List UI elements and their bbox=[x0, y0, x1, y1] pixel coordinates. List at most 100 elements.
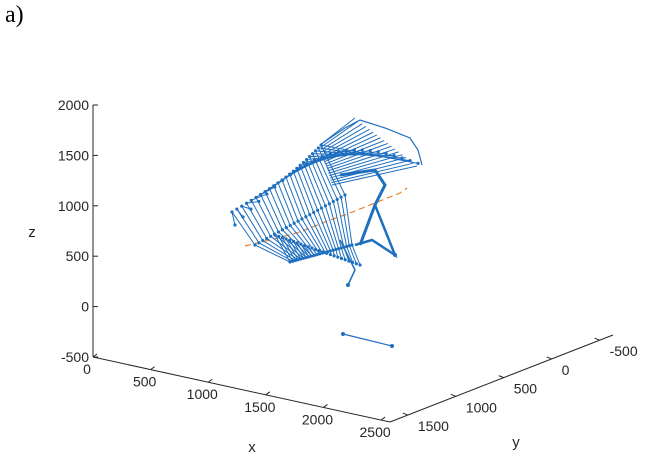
x-tick bbox=[380, 416, 386, 421]
joint-point bbox=[253, 243, 257, 247]
joint-point bbox=[316, 208, 320, 212]
joint-point bbox=[261, 239, 265, 243]
joint-point bbox=[334, 247, 338, 252]
joint-point bbox=[328, 252, 333, 257]
joint-point bbox=[339, 256, 344, 261]
arm-sweep-segment bbox=[328, 151, 399, 174]
joint-point bbox=[304, 255, 308, 260]
joint-point bbox=[298, 163, 302, 167]
joint-point bbox=[328, 249, 333, 253]
joint-point bbox=[272, 232, 277, 236]
joint-point bbox=[299, 257, 303, 261]
joint-point bbox=[321, 250, 325, 254]
joint-point bbox=[354, 262, 358, 266]
final-pose-upper bbox=[339, 168, 387, 246]
joint-point bbox=[319, 206, 324, 210]
joint-point bbox=[317, 249, 321, 253]
y-tick bbox=[594, 337, 600, 341]
joint-point bbox=[312, 253, 316, 257]
joint-point bbox=[301, 160, 306, 165]
joint-point bbox=[306, 245, 310, 249]
y-tick bbox=[498, 375, 504, 379]
joint-point bbox=[416, 161, 420, 165]
joint-point bbox=[339, 246, 343, 250]
joint-point bbox=[336, 255, 340, 259]
arm-sweep-segment bbox=[326, 142, 388, 167]
x-tick-label: 1500 bbox=[244, 399, 275, 415]
arm-sweep-segment bbox=[327, 148, 396, 172]
joint-point bbox=[296, 219, 300, 223]
joint-point bbox=[347, 244, 351, 248]
arm-sweep-segment bbox=[324, 134, 378, 160]
joint-point bbox=[288, 223, 292, 228]
joint-point bbox=[293, 258, 297, 263]
x-tick-label: 0 bbox=[83, 361, 91, 377]
joint-point bbox=[269, 234, 273, 238]
x-tick-label: 2500 bbox=[360, 424, 391, 440]
y-tick-label: 0 bbox=[562, 362, 570, 378]
joint-point bbox=[240, 204, 244, 208]
joint-point bbox=[323, 204, 328, 208]
arm-sweep-segment bbox=[322, 128, 370, 155]
joint-point bbox=[345, 244, 349, 249]
arm-sweep-segment bbox=[329, 154, 403, 177]
y-tick bbox=[450, 393, 456, 397]
joint-point bbox=[291, 169, 295, 173]
x-tick bbox=[150, 366, 155, 371]
joint-point bbox=[292, 221, 296, 225]
joint-point bbox=[332, 254, 336, 258]
x-tick bbox=[92, 353, 98, 358]
joint-point bbox=[254, 195, 258, 200]
joint-point bbox=[309, 254, 314, 258]
joint-point bbox=[315, 253, 319, 257]
joint-point bbox=[233, 223, 237, 227]
joint-point bbox=[339, 195, 343, 199]
joint-point bbox=[284, 226, 288, 230]
x-axis-label: x bbox=[248, 439, 256, 456]
z-tick-label: -500 bbox=[61, 349, 89, 365]
joint-point bbox=[276, 181, 280, 185]
joint-point bbox=[346, 283, 350, 287]
joint-point bbox=[272, 184, 276, 188]
axes-group bbox=[92, 104, 614, 423]
joint-point bbox=[314, 247, 318, 251]
joint-point bbox=[301, 256, 306, 260]
y-tick-label: 1500 bbox=[418, 418, 449, 434]
joint-point bbox=[343, 193, 347, 197]
joint-point bbox=[300, 217, 304, 221]
y-axis-line bbox=[389, 334, 614, 423]
arm-sweep-segment bbox=[320, 120, 359, 148]
joint-point bbox=[325, 251, 329, 255]
final-pose-leg bbox=[339, 239, 356, 286]
arm-sweep-segment bbox=[324, 137, 381, 162]
arm-sweep-segment bbox=[326, 145, 392, 170]
joint-point bbox=[288, 172, 292, 176]
joint-point bbox=[350, 243, 354, 247]
arm-sweep-segment bbox=[325, 140, 385, 165]
z-tick-label: 1500 bbox=[58, 147, 89, 163]
joint-point bbox=[280, 228, 284, 232]
skeleton-group bbox=[230, 117, 423, 348]
x-tick-label: 2000 bbox=[302, 411, 333, 427]
arm-sweep-segment bbox=[331, 165, 418, 186]
joint-point bbox=[304, 215, 308, 219]
joint-point bbox=[327, 202, 331, 206]
joint-point bbox=[244, 201, 249, 205]
joint-point bbox=[310, 152, 315, 156]
joint-point bbox=[265, 236, 269, 241]
joint-point bbox=[390, 344, 394, 348]
joint-point bbox=[276, 230, 281, 234]
joint-point bbox=[249, 198, 253, 202]
x-tick bbox=[323, 404, 328, 408]
joint-point bbox=[335, 197, 339, 201]
joint-point bbox=[308, 155, 312, 159]
arm-sweep-segment bbox=[331, 162, 414, 184]
joint-point bbox=[258, 192, 263, 197]
joint-point bbox=[316, 146, 320, 150]
final-pose-lower bbox=[354, 204, 398, 259]
y-tick bbox=[546, 356, 552, 360]
tick-labels-group: -500050010001500200005001000150020002500… bbox=[28, 97, 638, 456]
arm-sweep-segment bbox=[321, 126, 367, 153]
trajectory-group bbox=[244, 187, 408, 247]
